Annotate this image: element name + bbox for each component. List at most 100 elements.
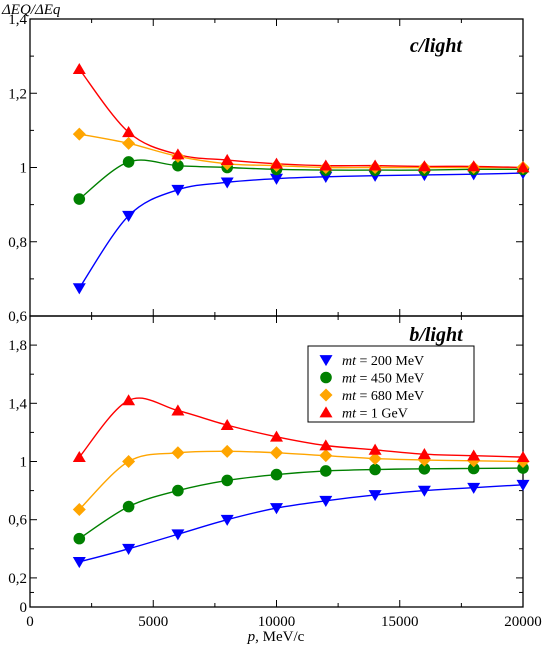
c-light-data-point: [417, 160, 431, 172]
b-light-data-point: [72, 503, 86, 517]
panel-b-light-markers: [72, 394, 530, 569]
b-light-data-point: [122, 394, 136, 406]
b-light-series-curve: [78, 397, 524, 458]
panel-b-light-curves: [78, 397, 524, 563]
b-light-data-point: [516, 450, 530, 463]
legend-label-value: = 680 MeV: [356, 389, 424, 404]
b-light-data-point: [122, 543, 136, 555]
legend-marker: [319, 388, 333, 402]
x-axis-label: p, MeV/c: [247, 629, 305, 645]
b-light-data-point: [72, 450, 86, 463]
c-light-data-point: [72, 127, 86, 141]
b-light-y-tick-label: 1: [20, 455, 28, 471]
b-light-data-point: [369, 463, 381, 476]
b-light-data-point: [220, 514, 234, 526]
b-light-data-point: [270, 446, 283, 460]
legend-marker: [319, 355, 333, 367]
b-light-data-point: [368, 490, 382, 502]
b-light-series-curve: [78, 450, 524, 511]
b-light-data-point: [221, 474, 233, 487]
legend-label-var: mt: [342, 407, 357, 422]
c-light-y-tick-label: 1: [20, 161, 28, 177]
c-light-data-point: [72, 283, 86, 295]
c-light-data-point: [171, 148, 185, 160]
b-light-data-point: [417, 448, 431, 460]
c-light-y-tick-label: 1,4: [8, 12, 27, 28]
b-light-data-point: [368, 452, 382, 466]
b-light-data-point: [517, 462, 529, 474]
legend-label: mt = 1 GeV: [342, 407, 408, 422]
legend-label: mt = 450 MeV: [342, 372, 424, 387]
b-light-x-tick-label: 15000: [381, 614, 419, 630]
b-light-data-point: [73, 532, 86, 545]
c-light-series-curve: [79, 133, 523, 169]
c-light-data-point: [172, 159, 184, 172]
b-light-y-tick-label: 1,8: [8, 338, 27, 354]
c-light-data-point: [171, 184, 185, 196]
c-light-data-point: [220, 177, 234, 189]
c-light-data-point: [73, 193, 86, 205]
legend-label: mt = 680 MeV: [342, 389, 424, 404]
legend-label-var: mt: [342, 372, 357, 387]
legend-label-var: mt: [342, 354, 357, 369]
b-light-data-point: [220, 444, 234, 458]
b-light-data-point: [320, 465, 332, 477]
c-light-data-point: [270, 157, 283, 169]
panel-b-light-title: b/light: [409, 324, 464, 346]
c-light-data-point: [270, 173, 283, 185]
c-light-series-curve: [78, 159, 524, 200]
c-light-y-tick-label: 1,2: [8, 86, 27, 102]
c-light-series-curve: [78, 172, 524, 289]
b-light-x-tick-label: 0: [26, 614, 34, 630]
panel-c-light-markers: [72, 62, 530, 295]
c-light-data-point: [467, 160, 481, 172]
b-light-data-point: [467, 482, 481, 494]
y-axis-label: ΔEQ/ΔEq: [1, 2, 61, 18]
c-light-y-tick-label: 0,6: [8, 309, 27, 325]
c-light-data-point: [122, 210, 136, 222]
b-light-y-tick-label: 0,6: [8, 513, 27, 529]
panel-b-light-ticks: 0 0,2 0,6 1 1,4 1,8 0 5000 10000 15000 20000: [8, 316, 542, 630]
c-light-data-point: [72, 62, 86, 74]
b-light-series-curve: [79, 484, 524, 563]
legend-label-var: mt: [342, 389, 357, 404]
c-light-data-point: [368, 159, 382, 171]
b-light-data-point: [467, 462, 480, 475]
c-light-series-curve: [78, 68, 524, 169]
b-light-y-tick-label: 0,2: [8, 571, 27, 587]
b-light-data-point: [220, 418, 234, 430]
legend-label: mt = 200 MeV: [342, 354, 424, 369]
c-light-data-point: [220, 153, 234, 165]
legend-label-value: = 450 MeV: [356, 372, 424, 387]
b-light-data-point: [122, 455, 136, 468]
x-axis-label-unit: , MeV/c: [255, 629, 304, 645]
b-light-data-point: [171, 529, 185, 541]
b-light-y-tick-label: 0: [20, 600, 28, 616]
c-light-data-point: [122, 136, 136, 150]
b-light-data-point: [270, 468, 283, 481]
b-light-data-point: [171, 404, 185, 416]
c-light-data-point: [122, 156, 135, 168]
c-light-data-point: [516, 161, 530, 173]
b-light-data-point: [270, 503, 283, 515]
b-light-data-point: [516, 479, 530, 491]
legend-marker: [320, 371, 332, 384]
b-light-x-tick-label: 20000: [504, 614, 542, 630]
legend-label-value: = 200 MeV: [356, 354, 424, 369]
b-light-data-point: [319, 439, 333, 451]
b-light-series-curve: [78, 467, 524, 540]
x-axis-label-var: p: [247, 629, 256, 645]
b-light-data-point: [122, 500, 135, 513]
panel-b-light: 0 0,2 0,6 1 1,4 1,8 0 5000 10000 15000 20000 b/lig…: [8, 315, 542, 630]
b-light-data-point: [418, 462, 431, 475]
b-light-x-tick-label: 10000: [258, 614, 296, 630]
legend-label-value: = 1 GeV: [356, 407, 408, 422]
b-light-y-tick-label: 1,4: [8, 396, 27, 412]
b-light-data-point: [417, 485, 431, 497]
b-light-data-point: [319, 449, 333, 463]
panel-c-light-title: c/light: [410, 35, 464, 57]
c-light-data-point: [319, 159, 333, 171]
b-light-data-point: [72, 557, 86, 569]
